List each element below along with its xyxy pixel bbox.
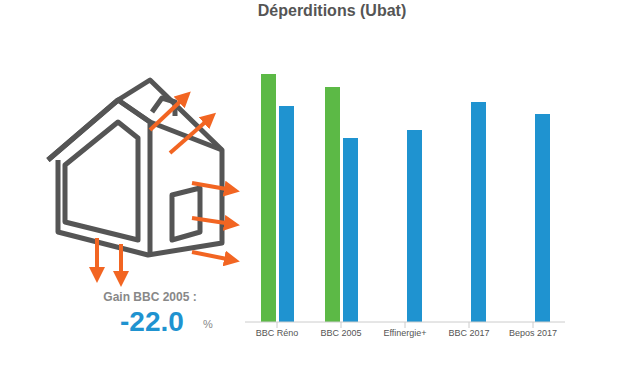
- svg-text:Bepos 2017: Bepos 2017: [509, 328, 557, 338]
- html-text:Gain BBC 2005 :: Gain BBC 2005 :: [103, 290, 197, 304]
- svg-text:Effinergie+: Effinergie+: [383, 328, 426, 338]
- svg-text:BBC 2005: BBC 2005: [320, 328, 361, 338]
- svg-text:BBC Réno: BBC Réno: [256, 328, 299, 338]
- svg-text:BBC 2017: BBC 2017: [448, 328, 489, 338]
- html-text:Déperditions (Ubat): Déperditions (Ubat): [257, 2, 407, 19]
- html-text:-22.0: -22.0: [120, 306, 184, 337]
